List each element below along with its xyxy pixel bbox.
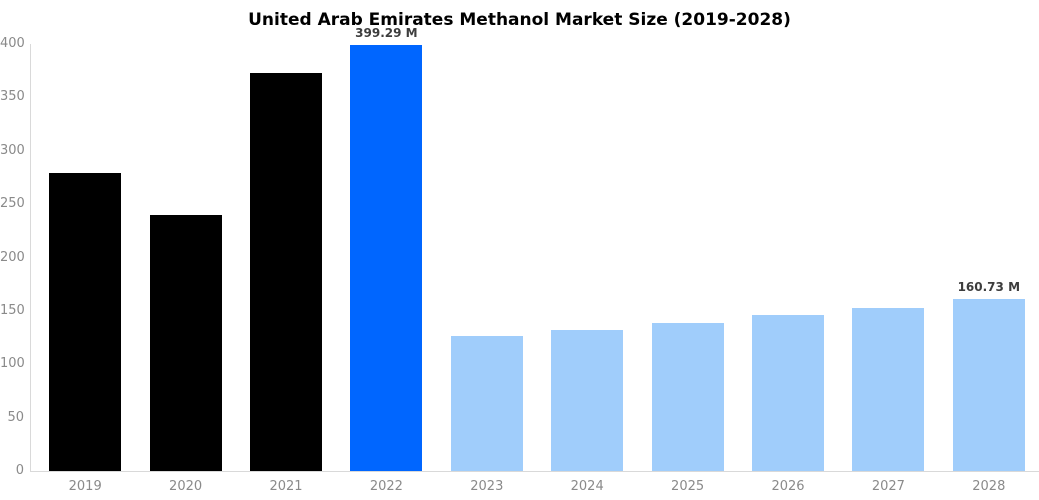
x-tick-label-2024: 2024: [570, 479, 604, 494]
y-tick-label: 100: [0, 356, 25, 372]
y-tick-label: 300: [0, 142, 25, 158]
x-tick-label-2020: 2020: [169, 479, 203, 494]
y-tick-label: 400: [0, 36, 25, 51]
x-tick-label-2021: 2021: [269, 479, 303, 494]
y-tick-label: 50: [7, 409, 24, 425]
y-axis-line: [30, 44, 31, 471]
bar-2025: [651, 322, 724, 471]
bar-value-label-2022: 399.29 M: [355, 25, 418, 40]
bar-2023: [450, 336, 523, 471]
x-tick-label-2027: 2027: [871, 479, 905, 494]
y-tick-label: 250: [0, 196, 25, 212]
x-tick-label-2019: 2019: [68, 479, 102, 494]
y-tick-label: 350: [0, 89, 25, 105]
chart-title: United Arab Emirates Methanol Market Siz…: [248, 10, 791, 30]
x-axis-line: [30, 471, 1039, 472]
x-tick-label-2025: 2025: [671, 479, 705, 494]
bar-2020: [149, 215, 222, 471]
bar-2022: [350, 44, 423, 471]
x-tick-label-2023: 2023: [470, 479, 504, 494]
bar-2019: [49, 172, 122, 471]
x-tick-label-2028: 2028: [972, 479, 1006, 494]
bar-2024: [551, 329, 624, 471]
y-tick-label: 0: [15, 463, 24, 478]
bar-2027: [852, 307, 925, 471]
bar-2021: [250, 73, 322, 471]
bar-2026: [752, 315, 824, 471]
bar-value-label-2028: 160.73 M: [957, 280, 1021, 295]
x-tick-label-2026: 2026: [771, 479, 805, 494]
x-tick-label-2022: 2022: [369, 479, 403, 494]
bar-2028: [952, 299, 1025, 471]
y-tick-label: 200: [0, 249, 25, 265]
y-tick-label: 150: [0, 302, 25, 318]
